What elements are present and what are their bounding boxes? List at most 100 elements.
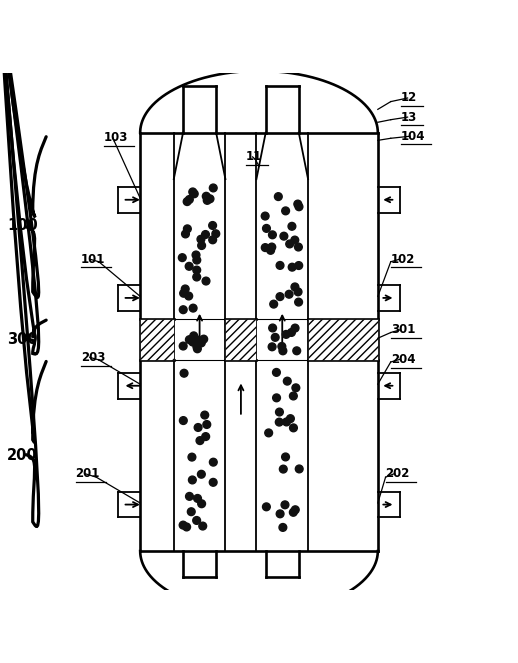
Circle shape [291,324,299,332]
Text: 300: 300 [7,332,38,347]
Circle shape [294,200,301,208]
Circle shape [202,277,210,285]
Text: 204: 204 [391,353,415,366]
Circle shape [206,195,214,203]
Circle shape [200,335,208,343]
Circle shape [192,251,200,259]
Circle shape [183,225,191,233]
Circle shape [179,416,187,424]
Text: 301: 301 [391,324,415,336]
Circle shape [295,203,303,211]
Circle shape [282,331,290,338]
Circle shape [276,261,284,269]
Circle shape [193,273,200,281]
Circle shape [278,343,286,350]
Circle shape [197,339,205,347]
Circle shape [281,501,289,509]
Text: 12: 12 [401,91,418,105]
Circle shape [293,347,300,355]
Circle shape [185,292,193,300]
Circle shape [290,509,297,516]
Circle shape [291,283,299,291]
Circle shape [190,332,197,339]
Circle shape [179,306,187,314]
Circle shape [194,495,202,503]
Circle shape [295,298,303,306]
Circle shape [295,262,303,269]
Circle shape [283,377,291,385]
Circle shape [294,288,302,296]
Circle shape [194,345,202,353]
Circle shape [198,500,206,508]
Circle shape [267,247,275,254]
Circle shape [193,343,200,350]
Text: 201: 201 [76,467,100,480]
Circle shape [197,470,205,478]
Circle shape [185,493,193,501]
Circle shape [203,420,211,428]
Circle shape [292,384,300,392]
Circle shape [179,342,187,350]
Circle shape [182,230,190,238]
Circle shape [295,465,303,473]
Circle shape [265,429,272,437]
Circle shape [276,510,284,518]
Circle shape [193,516,200,524]
Circle shape [209,221,217,229]
Text: 101: 101 [81,253,105,266]
Circle shape [181,285,189,293]
Circle shape [212,230,220,237]
Circle shape [178,254,186,261]
Circle shape [189,188,197,196]
Text: 200: 200 [7,448,38,463]
Circle shape [287,329,295,336]
Circle shape [282,207,290,215]
Circle shape [288,222,296,230]
Circle shape [263,225,270,232]
Circle shape [193,256,200,264]
Circle shape [279,524,287,531]
Circle shape [202,433,210,440]
Text: 203: 203 [81,351,105,364]
Circle shape [209,479,217,486]
Circle shape [283,418,291,426]
Circle shape [189,304,197,312]
Circle shape [261,212,269,220]
Circle shape [189,476,196,484]
Bar [225,319,256,360]
Circle shape [202,231,209,239]
Text: 11: 11 [246,151,262,163]
Circle shape [268,343,276,351]
Circle shape [183,523,191,531]
Circle shape [263,503,270,511]
Circle shape [194,336,201,344]
Circle shape [191,190,198,198]
Circle shape [203,192,210,200]
Circle shape [201,411,209,419]
Circle shape [188,508,195,516]
Circle shape [209,184,217,192]
Circle shape [179,521,187,529]
Circle shape [292,506,299,514]
Circle shape [198,241,206,249]
Circle shape [262,244,269,251]
Circle shape [286,240,294,248]
Circle shape [185,263,193,271]
Circle shape [290,424,297,432]
Circle shape [289,263,296,271]
Circle shape [268,231,276,239]
Circle shape [285,290,293,298]
Circle shape [185,196,193,204]
Circle shape [189,338,196,346]
Circle shape [196,437,204,444]
Circle shape [272,369,280,377]
Circle shape [269,324,277,332]
Circle shape [271,333,279,341]
Circle shape [185,335,193,343]
Circle shape [193,266,200,274]
Circle shape [197,235,205,243]
Circle shape [279,347,287,355]
Circle shape [295,243,303,251]
Bar [308,319,378,360]
Text: 104: 104 [401,130,426,143]
